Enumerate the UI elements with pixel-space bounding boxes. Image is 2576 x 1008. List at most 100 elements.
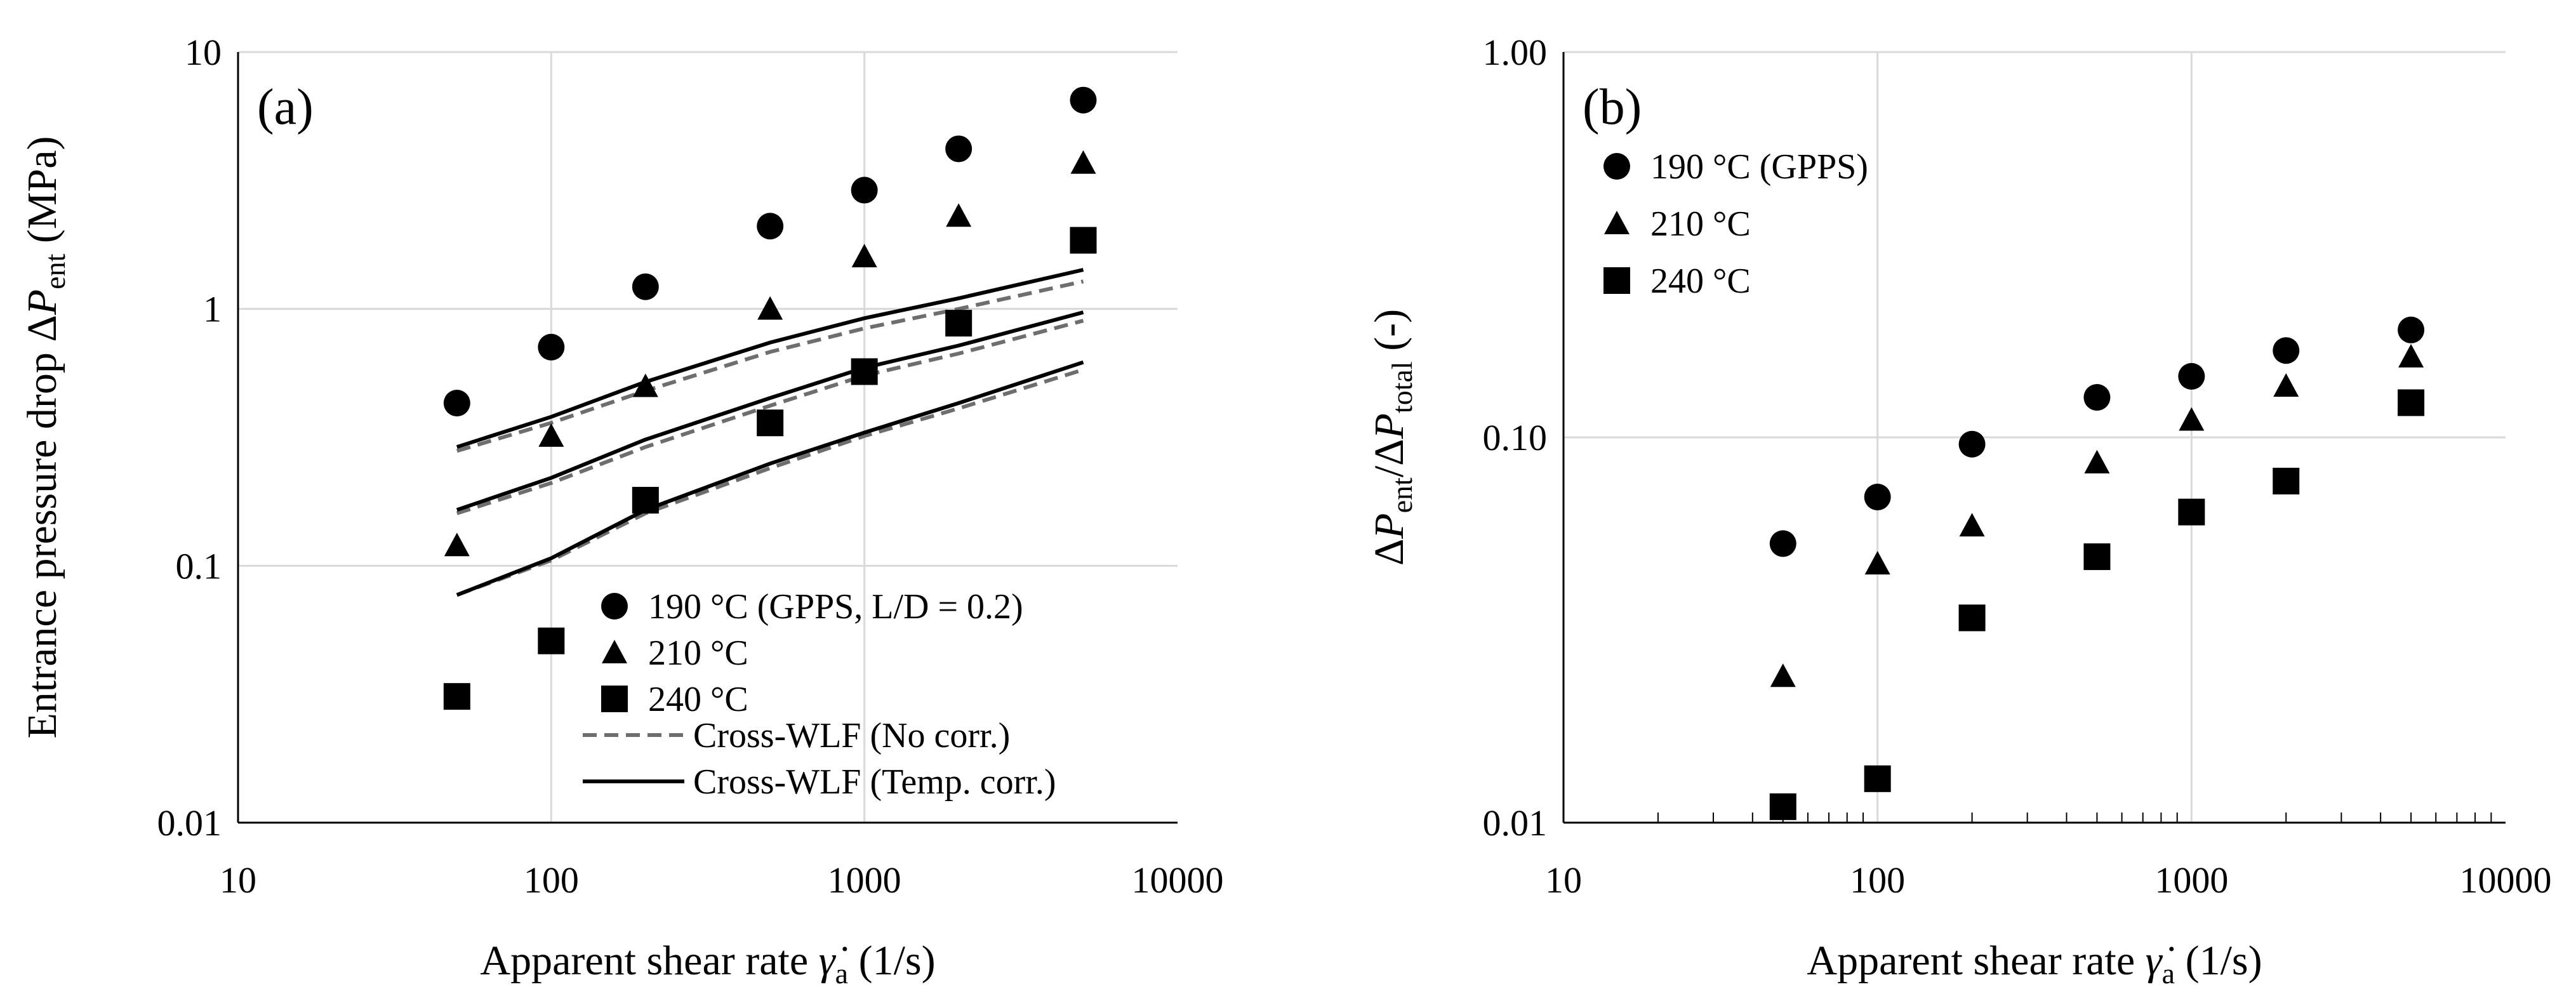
cross-wlf-temp-corr-curve — [456, 310, 1084, 512]
x-tick-label: 10000 — [2460, 859, 2552, 901]
circle-data-point — [757, 213, 784, 240]
triangle-data-point — [444, 533, 470, 557]
square-data-point — [632, 487, 659, 514]
legend-square-marker — [601, 686, 628, 712]
y-tick-label: 1 — [203, 289, 222, 330]
circle-data-point — [1864, 484, 1891, 511]
x-tick-label: 1000 — [828, 859, 901, 901]
square-data-point — [1070, 227, 1097, 254]
square-data-point — [1864, 765, 1891, 792]
legend-square-marker — [1603, 267, 1630, 294]
triangle-data-point — [1864, 551, 1890, 575]
legend-label: 240 °C — [648, 680, 748, 719]
y-tick-label: 10 — [185, 32, 222, 73]
x-tick-label: 100 — [1850, 859, 1905, 901]
square-data-point — [538, 627, 565, 654]
circle-data-point — [443, 389, 470, 416]
y-label-symbol-2: P — [1366, 413, 1412, 439]
legend-label: 240 °C — [1650, 262, 1751, 301]
y-label-subscript: ent — [39, 253, 71, 289]
x-tick-label: 100 — [524, 859, 579, 901]
square-data-point — [1769, 793, 1796, 820]
x-label-subscript: a — [2162, 957, 2175, 990]
y-tick-label: 0.10 — [1483, 417, 1548, 458]
circle-data-point — [2083, 383, 2111, 411]
x-tick-label: 10 — [220, 859, 256, 901]
triangle-data-point — [757, 296, 783, 320]
chart-panel-a: 10 100 1000 10000 0.01 0.1 1 10 Apparent shear r… — [19, 32, 1224, 990]
x-tick-label: 10 — [1545, 859, 1582, 901]
x-tick-label: 10000 — [1132, 859, 1224, 901]
circle-data-point — [945, 135, 973, 162]
legend-triangle-marker — [1604, 211, 1630, 234]
legend-label: 210 °C — [648, 633, 748, 673]
y-label-prefix: Δ — [1366, 539, 1412, 566]
circle-data-point — [2398, 316, 2425, 343]
panel-label: (b) — [1583, 79, 1642, 135]
triangle-data-point — [851, 244, 877, 268]
triangle-data-point — [2084, 449, 2110, 474]
square-data-point — [2083, 543, 2111, 571]
y-label-suffix: (MPa) — [19, 136, 65, 253]
y-label-suffix: (-) — [1366, 309, 1412, 361]
y-label-prefix: Entrance pressure drop Δ — [19, 315, 65, 738]
square-data-point — [851, 358, 878, 385]
y-tick-label: 1.00 — [1483, 32, 1548, 73]
circle-data-point — [851, 176, 878, 204]
legend-label: 210 °C — [1650, 204, 1751, 244]
square-data-point — [1958, 604, 1986, 632]
square-data-point — [2178, 498, 2205, 526]
y-axis-label: Entrance pressure drop ΔPent (MPa) — [19, 136, 71, 738]
y-label-divider: /Δ — [1366, 439, 1412, 477]
y-label-subscript-2: total — [1386, 361, 1418, 413]
triangle-data-point — [1070, 150, 1096, 174]
triangle-data-point — [538, 423, 564, 447]
x-label-prefix: Apparent shear rate — [1807, 938, 2145, 984]
cross-wlf-no-corr-curve — [456, 319, 1084, 515]
triangle-data-point — [632, 373, 658, 397]
triangle-data-point — [2179, 407, 2205, 431]
cross-wlf-temp-corr-curve — [456, 360, 1084, 597]
cross-wlf-temp-corr-curve — [456, 268, 1084, 449]
legend-triangle-marker — [602, 640, 627, 663]
square-data-point — [757, 409, 784, 437]
triangle-data-point — [946, 203, 972, 227]
x-tick-label: 1000 — [2154, 859, 2228, 901]
y-label-symbol: P — [1366, 513, 1412, 539]
square-data-point — [945, 310, 973, 337]
x-axis-label: Apparent shear rate γ̇a (1/s) — [1807, 938, 2262, 990]
square-data-point — [2273, 467, 2300, 494]
y-tick-label: 0.01 — [157, 802, 222, 844]
circle-data-point — [632, 273, 659, 300]
triangle-data-point — [2273, 373, 2299, 397]
legend-circle-marker — [1603, 153, 1630, 180]
circle-data-point — [1958, 430, 1986, 458]
circle-data-point — [1769, 530, 1796, 557]
legend-label: Cross-WLF (No corr.) — [693, 716, 1010, 755]
square-data-point — [2398, 389, 2425, 416]
cross-wlf-no-corr-curve — [456, 279, 1084, 453]
circle-data-point — [2178, 362, 2205, 390]
triangle-data-point — [1959, 513, 1985, 537]
triangle-data-point — [1770, 663, 1796, 687]
y-label-subscript: ent — [1386, 477, 1418, 513]
x-label-suffix: (1/s) — [848, 938, 935, 984]
x-axis-label: Apparent shear rate γ̇a (1/s) — [480, 938, 935, 990]
y-label-symbol: P — [19, 289, 65, 315]
circle-data-point — [2273, 337, 2300, 364]
x-label-subscript: a — [835, 957, 848, 990]
circle-data-point — [1070, 86, 1097, 114]
y-axis-label: ΔPent/ΔPtotal (-) — [1366, 309, 1418, 566]
x-label-suffix: (1/s) — [2175, 938, 2262, 984]
x-label-prefix: Apparent shear rate — [480, 938, 818, 984]
panel-label: (a) — [257, 79, 314, 135]
legend-label: Cross-WLF (Temp. corr.) — [693, 762, 1056, 802]
y-tick-label: 0.01 — [1483, 802, 1548, 844]
legend-label: 190 °C (GPPS) — [1650, 147, 1868, 187]
triangle-data-point — [2398, 343, 2424, 368]
circle-data-point — [538, 333, 565, 361]
square-data-point — [443, 683, 470, 710]
y-tick-label: 0.1 — [176, 545, 222, 587]
chart-panel-b: 10 100 1000 10000 0.01 0.10 1.00 Apparent shear… — [1366, 32, 2552, 990]
